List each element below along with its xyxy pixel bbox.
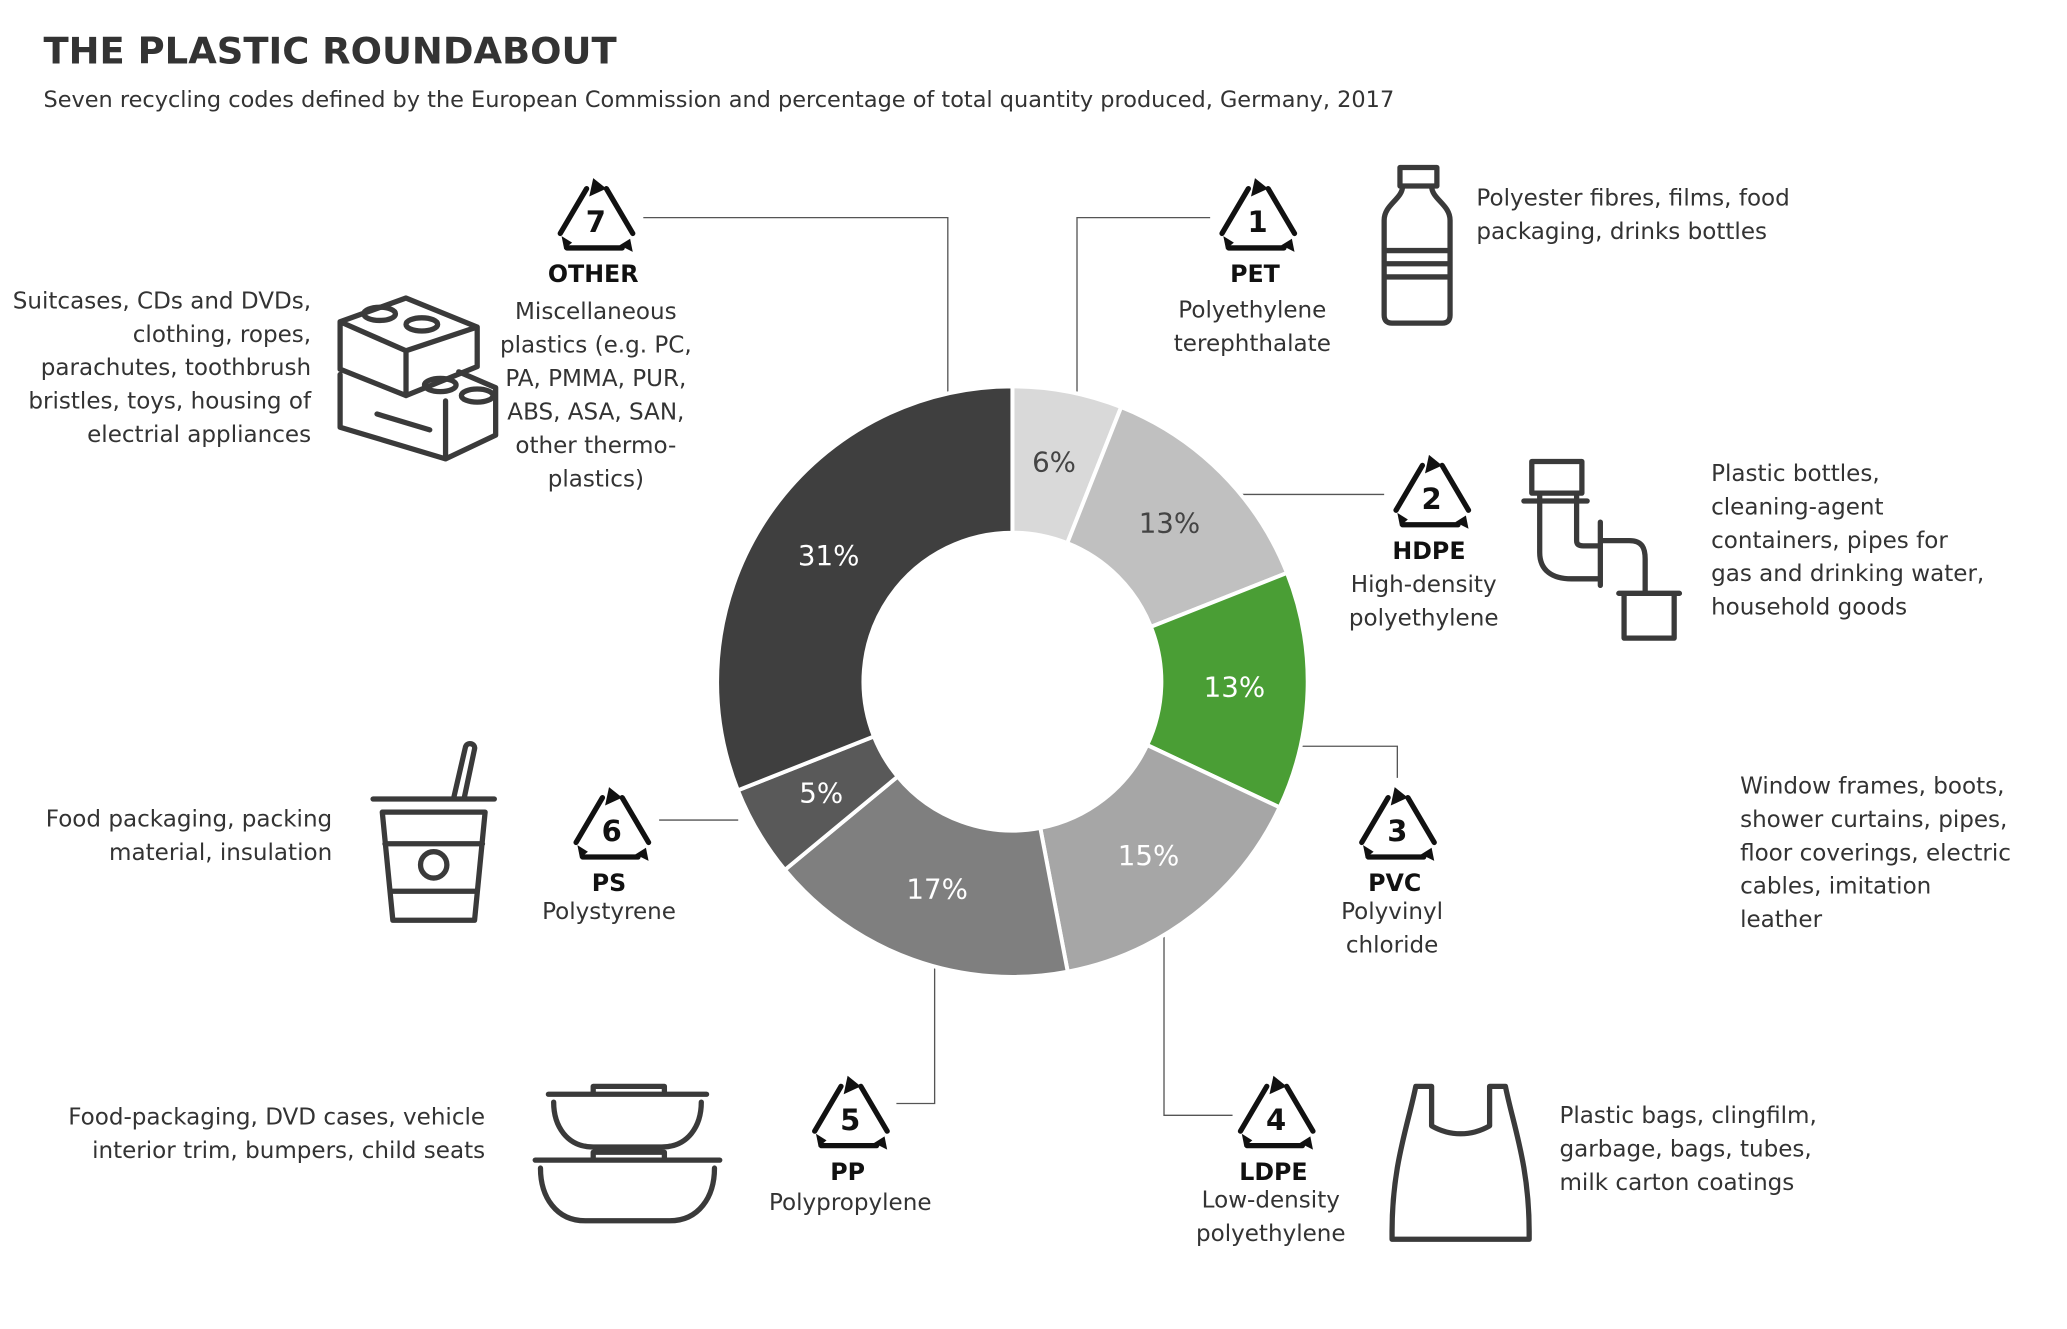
leader-lines — [643, 216, 1398, 1116]
uses: interior trim, bumpers, child seats — [92, 1138, 485, 1164]
uses: containers, pipes for — [1711, 528, 1948, 554]
full-name: plastics) — [548, 466, 644, 492]
full-name: terephthalate — [1174, 331, 1331, 357]
category-code: PS — [592, 869, 626, 897]
uses: material, insulation — [109, 840, 332, 866]
category-code: LDPE — [1239, 1158, 1307, 1186]
uses: floor coverings, electric — [1740, 840, 2011, 866]
value-label: 17% — [906, 873, 968, 906]
uses: milk carton coatings — [1559, 1170, 1794, 1196]
recycling-code: 5 — [840, 1103, 860, 1137]
full-name: Polyethylene — [1178, 298, 1326, 324]
recycling-code: 1 — [1248, 205, 1268, 239]
uses: cleaning-agent — [1711, 495, 1884, 521]
uses: household goods — [1711, 595, 1907, 621]
full-name: Polystyrene — [542, 899, 676, 925]
donut-slice — [1064, 404, 1290, 630]
uses: leather — [1740, 907, 1823, 933]
uses: Suitcases, CDs and DVDs, — [13, 288, 311, 314]
uses: cables, imitation — [1740, 874, 1931, 900]
uses: Window frames, boots, — [1740, 774, 2004, 800]
recycling-code: 7 — [586, 205, 606, 239]
full-name: ABS, ASA, SAN, — [507, 399, 684, 425]
recycling-code: 4 — [1266, 1103, 1286, 1137]
full-name: polyethylene — [1196, 1221, 1346, 1247]
donut-slice — [1038, 742, 1283, 975]
recycling-code: 6 — [602, 814, 622, 848]
uses: gas and drinking water, — [1711, 561, 1984, 587]
recycling-code: 3 — [1387, 814, 1407, 848]
uses: Plastic bottles, — [1711, 461, 1880, 487]
donut-slice — [1144, 570, 1310, 810]
uses: packaging, drinks bottles — [1476, 219, 1767, 245]
donut-slice — [782, 773, 1071, 979]
full-name: polyethylene — [1349, 605, 1499, 631]
uses: shower curtains, pipes, — [1740, 807, 2007, 833]
category-code: HDPE — [1392, 537, 1465, 565]
title: THE PLASTIC ROUNDABOUT — [44, 29, 617, 72]
full-name: Low-density — [1202, 1188, 1340, 1214]
uses: Plastic bags, clingfilm, — [1559, 1103, 1816, 1129]
subtitle: Seven recycling codes defined by the Eur… — [44, 87, 1395, 113]
uses: garbage, bags, tubes, — [1559, 1137, 1811, 1163]
full-name: High-density — [1351, 572, 1497, 598]
value-label: 13% — [1139, 507, 1201, 540]
full-name: other thermo- — [515, 433, 676, 459]
value-label: 15% — [1118, 839, 1180, 872]
category-code: PVC — [1368, 869, 1421, 897]
full-name: Polypropylene — [769, 1190, 932, 1216]
uses: electrial appliances — [87, 422, 311, 448]
full-name: chloride — [1346, 932, 1438, 958]
icons — [337, 164, 1683, 1242]
full-name: plastics (e.g. PC, — [500, 333, 692, 359]
recycling-code: 2 — [1422, 482, 1442, 516]
category-code: PET — [1230, 260, 1281, 288]
value-label: 13% — [1204, 671, 1266, 704]
value-label: 31% — [798, 539, 860, 572]
value-label: 5% — [799, 777, 843, 810]
full-name: Polyvinyl — [1341, 899, 1443, 925]
uses: clothing, ropes, — [133, 322, 311, 348]
uses: parachutes, toothbrush — [41, 355, 311, 381]
category-code: OTHER — [548, 260, 639, 288]
donut-slice — [715, 384, 1015, 793]
uses: Polyester fibres, films, food — [1476, 186, 1789, 212]
value-label: 6% — [1032, 445, 1076, 478]
donut: 6% 13% 13% 15% 17% 5% 31% — [715, 384, 1310, 979]
uses: Food-packaging, DVD cases, vehicle — [68, 1104, 485, 1130]
uses: Food packaging, packing — [46, 807, 332, 833]
uses: bristles, toys, housing of — [28, 389, 312, 415]
full-name: Miscellaneous — [515, 299, 677, 325]
category-code: PP — [830, 1158, 865, 1186]
full-name: PA, PMMA, PUR, — [505, 366, 686, 392]
